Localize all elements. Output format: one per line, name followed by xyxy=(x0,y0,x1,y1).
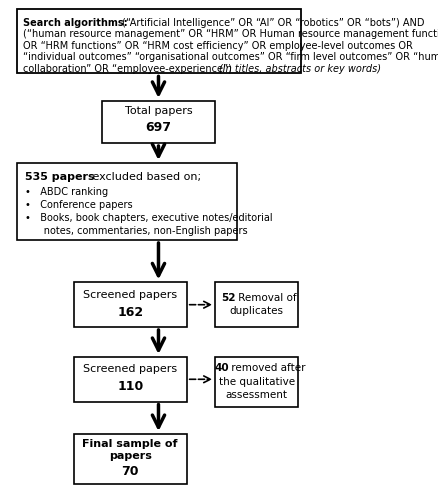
Text: collaboration” OR “employee-experience”): collaboration” OR “employee-experience”) xyxy=(23,64,234,74)
Text: Removal of: Removal of xyxy=(234,293,296,303)
Text: Final sample of: Final sample of xyxy=(82,439,177,449)
FancyBboxPatch shape xyxy=(215,282,297,327)
Text: (“human resource management” OR “HRM” OR Human resource management functions”: (“human resource management” OR “HRM” OR… xyxy=(23,29,438,39)
Text: Total papers: Total papers xyxy=(124,106,192,116)
Text: the qualitative: the qualitative xyxy=(218,377,294,387)
FancyBboxPatch shape xyxy=(74,282,186,327)
Text: papers: papers xyxy=(109,452,151,462)
FancyBboxPatch shape xyxy=(17,9,301,74)
Text: notes, commentaries, non-English papers: notes, commentaries, non-English papers xyxy=(25,226,247,235)
Text: 697: 697 xyxy=(145,122,171,134)
Text: 162: 162 xyxy=(117,306,143,318)
Text: (“Artificial Intelligence” OR “AI” OR “robotics” OR “bots”) AND: (“Artificial Intelligence” OR “AI” OR “r… xyxy=(122,18,424,28)
FancyBboxPatch shape xyxy=(215,357,297,406)
Text: 535 papers: 535 papers xyxy=(25,172,94,182)
Text: 70: 70 xyxy=(121,465,139,478)
FancyBboxPatch shape xyxy=(102,101,215,143)
Text: Search algorithms:: Search algorithms: xyxy=(23,18,131,28)
Text: duplicates: duplicates xyxy=(229,306,283,316)
Text: Screened papers: Screened papers xyxy=(83,290,177,300)
Text: Screened papers: Screened papers xyxy=(83,364,177,374)
Text: •   Conference papers: • Conference papers xyxy=(25,200,132,210)
Text: (In titles, abstracts or key words): (In titles, abstracts or key words) xyxy=(218,64,380,74)
Text: “individual outcomes” “organisational outcomes” OR “firm level outcomes” OR “hum: “individual outcomes” “organisational ou… xyxy=(23,52,438,62)
FancyBboxPatch shape xyxy=(74,357,186,402)
Text: 52: 52 xyxy=(221,293,236,303)
FancyBboxPatch shape xyxy=(74,434,186,484)
Text: assessment: assessment xyxy=(225,390,287,400)
Text: 40: 40 xyxy=(214,364,228,374)
Text: •   Books, book chapters, executive notes/editorial: • Books, book chapters, executive notes/… xyxy=(25,212,272,222)
Text: removed after: removed after xyxy=(227,364,304,374)
Text: 110: 110 xyxy=(117,380,143,393)
Text: excluded based on;: excluded based on; xyxy=(89,172,201,182)
FancyBboxPatch shape xyxy=(17,163,237,240)
Text: •   ABDC ranking: • ABDC ranking xyxy=(25,187,108,197)
Text: OR “HRM functions” OR “HRM cost efficiency” OR employee-level outcomes OR: OR “HRM functions” OR “HRM cost efficien… xyxy=(23,40,412,50)
